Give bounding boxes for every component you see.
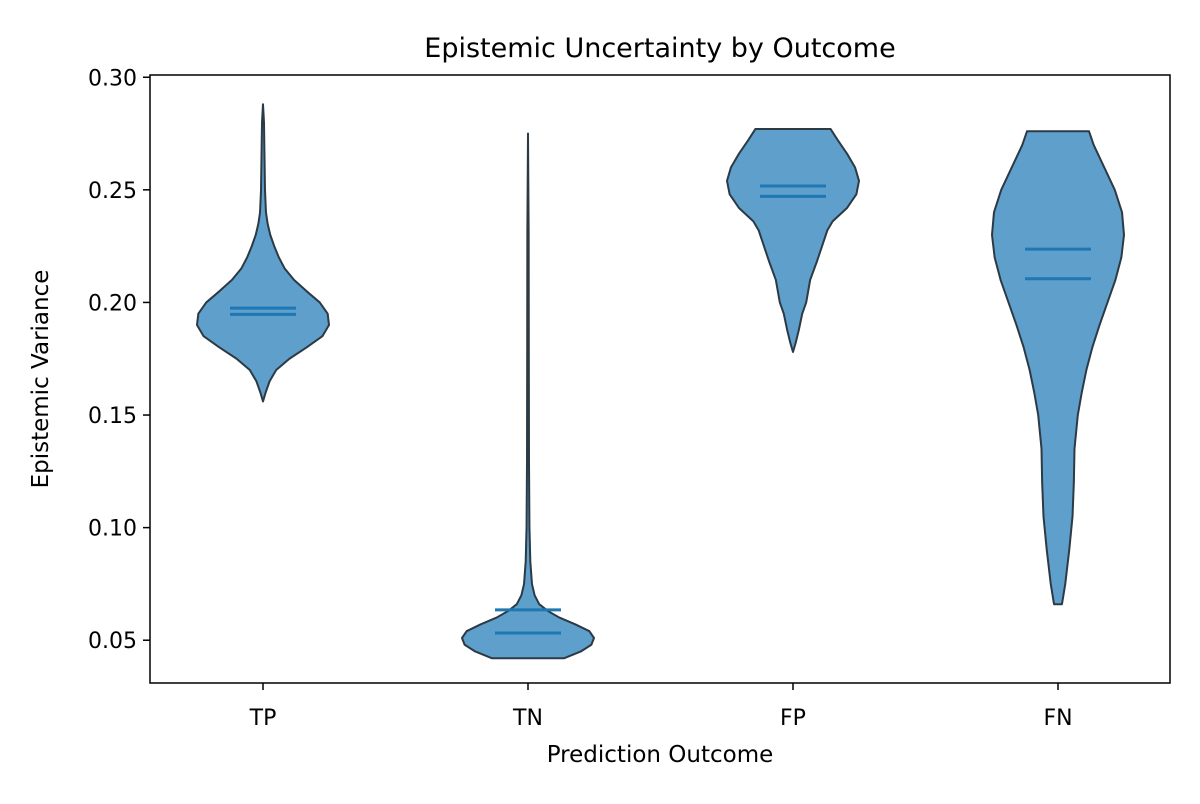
y-tick-label: 0.30 <box>88 66 137 91</box>
y-axis-label: Epistemic Variance <box>28 270 54 489</box>
plot-frame <box>149 74 1171 684</box>
x-axis: TP TN FP FN <box>249 683 1073 731</box>
x-tick-label-tp: TP <box>249 706 277 731</box>
y-tick-label: 0.10 <box>88 517 137 542</box>
stats-layer <box>230 184 1091 635</box>
x-tick-label-fn: FN <box>1043 706 1072 731</box>
violin-tn <box>461 132 595 660</box>
y-tick-label: 0.25 <box>88 179 137 204</box>
y-axis: 0.05 0.10 0.15 0.20 0.25 0.30 <box>88 66 150 654</box>
y-tick-label: 0.15 <box>88 404 137 429</box>
x-tick-label-tn: TN <box>512 706 543 731</box>
y-tick-label: 0.05 <box>88 629 137 654</box>
x-axis-label: Prediction Outcome <box>547 742 774 768</box>
y-tick-label: 0.20 <box>88 291 137 316</box>
x-tick-label-fp: FP <box>780 706 806 731</box>
violin-tp <box>196 103 330 403</box>
chart-title: Epistemic Uncertainty by Outcome <box>424 33 895 64</box>
